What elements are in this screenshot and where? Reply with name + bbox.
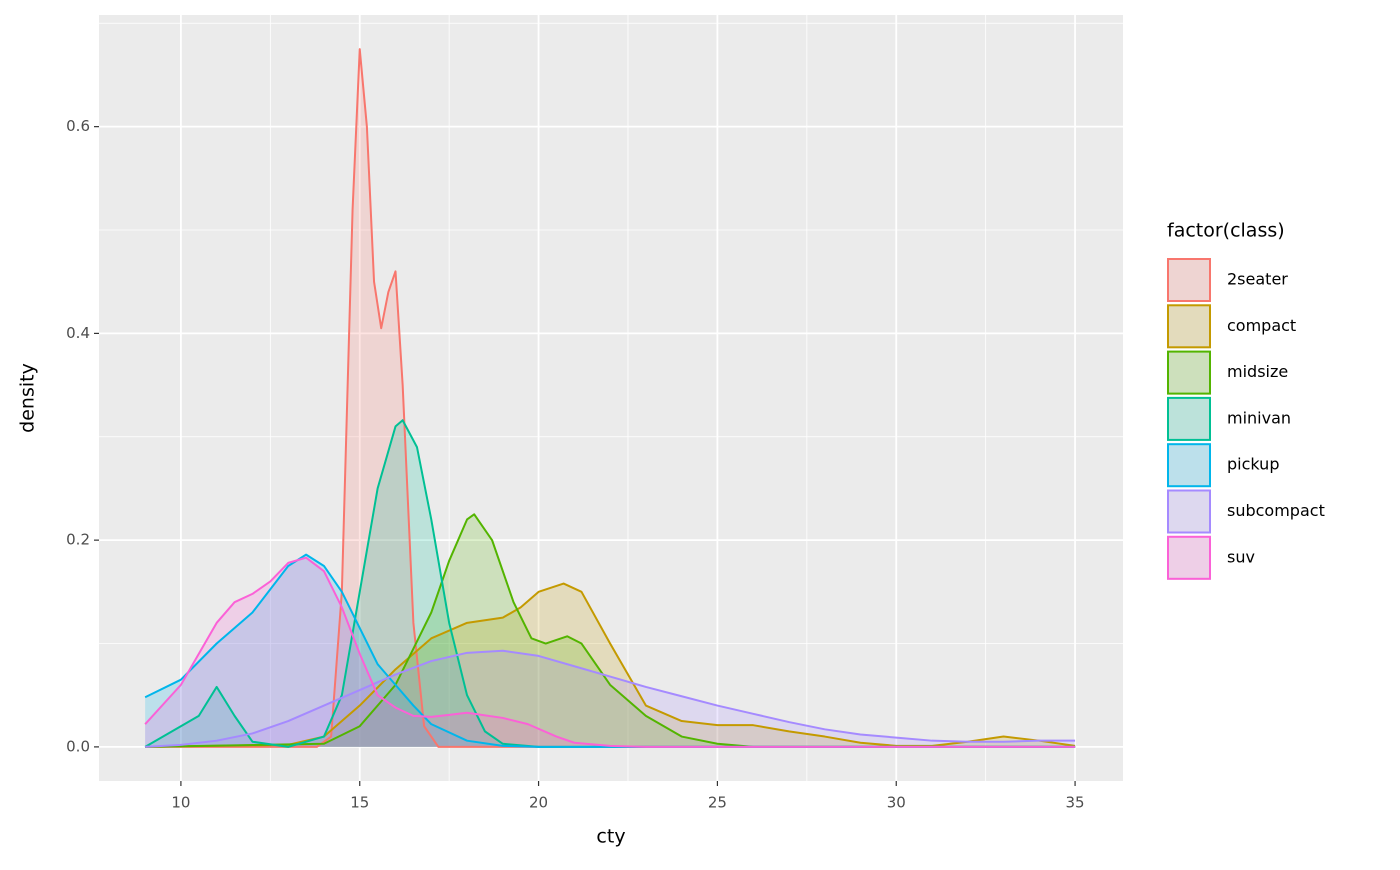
- x-tick-label: 15: [350, 794, 369, 812]
- legend-key-bg: [1167, 258, 1211, 302]
- legend-key: [1167, 396, 1211, 441]
- legend-key-bg: [1167, 304, 1211, 349]
- y-tick-label: 0.4: [66, 324, 90, 342]
- x-tick-label: 30: [887, 794, 906, 812]
- density-line: [144, 553, 1076, 748]
- legend-key: [1167, 304, 1211, 349]
- legend-key: [1167, 258, 1211, 302]
- density-line: [145, 582, 1076, 748]
- density-area: [145, 554, 1076, 747]
- x-tick-label: 10: [171, 794, 190, 812]
- legend-key-bg: [1167, 443, 1211, 488]
- legend-label: minivan: [1227, 408, 1291, 427]
- legend-key-bg: [1167, 396, 1211, 441]
- plot-panel: [99, 15, 1123, 781]
- density-area: [145, 557, 1076, 747]
- legend-key: [1167, 535, 1211, 580]
- legend-title: factor(class): [1167, 220, 1285, 242]
- legend-key-bg: [1167, 350, 1211, 395]
- x-axis-title: cty: [596, 826, 625, 848]
- legend-key-bg: [1167, 489, 1211, 534]
- density-area: [145, 514, 1076, 747]
- legend-key: [1167, 350, 1211, 395]
- density-area: [145, 49, 1076, 747]
- y-axis-title: density: [17, 363, 39, 433]
- x-tick-label: 20: [529, 794, 548, 812]
- legend-label: suv: [1227, 547, 1255, 566]
- y-tick-label: 0.0: [66, 737, 90, 755]
- legend-label: subcompact: [1227, 501, 1325, 520]
- density-line: [144, 419, 1076, 748]
- y-tick-label: 0.6: [66, 117, 90, 135]
- legend-label: midsize: [1227, 362, 1288, 381]
- density-line: [145, 649, 1076, 748]
- density-line: [145, 48, 1076, 748]
- legend-key: [1167, 443, 1211, 488]
- legend-key-bg: [1167, 535, 1211, 580]
- legend-key: [1167, 489, 1211, 534]
- legend-label: compact: [1227, 316, 1296, 335]
- x-tick-label: 25: [708, 794, 727, 812]
- density-line: [144, 556, 1076, 748]
- y-tick-label: 0.2: [66, 531, 90, 549]
- legend-label: 2seater: [1227, 270, 1288, 289]
- x-tick-label: 35: [1066, 794, 1085, 812]
- density-area: [145, 650, 1076, 747]
- legend-label: pickup: [1227, 455, 1279, 474]
